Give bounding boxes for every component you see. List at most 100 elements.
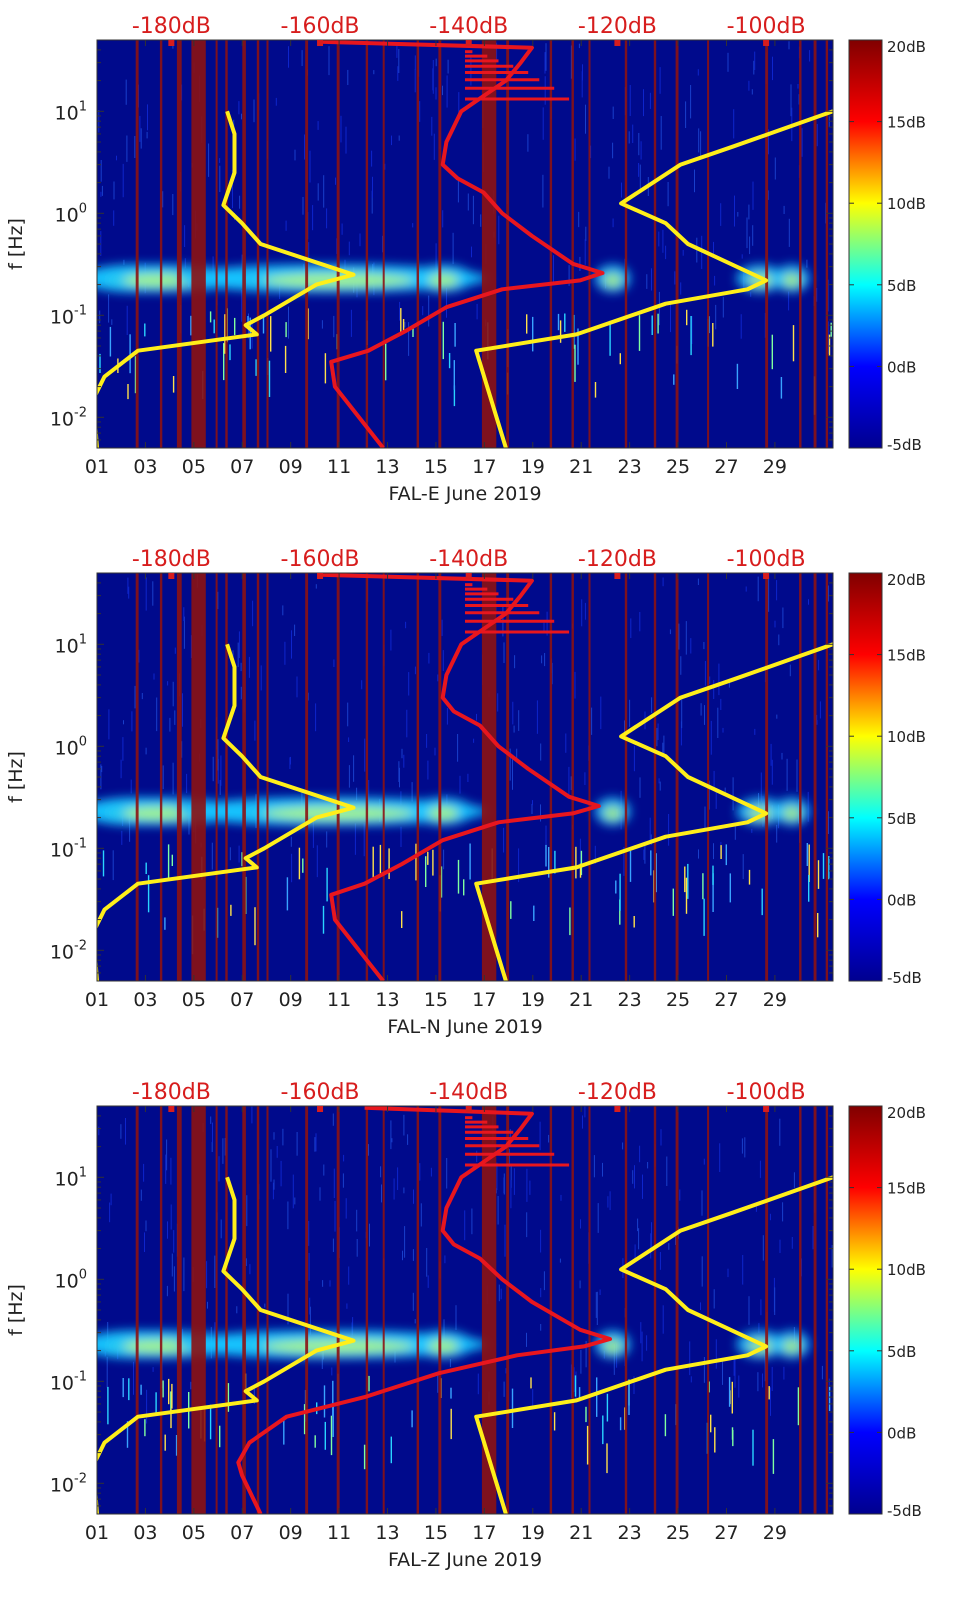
y-axis-label: f [Hz] bbox=[5, 751, 27, 803]
colorbar-tick-label: -5dB bbox=[887, 1502, 922, 1520]
noise-streak bbox=[776, 580, 778, 601]
noise-streak bbox=[120, 1124, 122, 1139]
noise-streak bbox=[771, 759, 773, 785]
noise-streak bbox=[542, 107, 544, 140]
x-tick-label: 09 bbox=[279, 456, 303, 478]
noise-streak bbox=[476, 713, 477, 721]
x-axis-label: FAL-E June 2019 bbox=[388, 483, 541, 505]
noise-streak bbox=[584, 239, 586, 265]
noise-streak bbox=[581, 599, 583, 627]
y-tick-exponent: -2 bbox=[74, 1471, 87, 1486]
gap-band bbox=[225, 573, 228, 981]
gap-band bbox=[571, 40, 574, 448]
noise-streak bbox=[359, 233, 361, 247]
noise-streak bbox=[173, 1266, 175, 1292]
noise-streak bbox=[691, 316, 693, 344]
noise-streak bbox=[348, 1266, 350, 1285]
noise-streak bbox=[662, 229, 664, 253]
noise-streak bbox=[788, 41, 790, 50]
noise-streak bbox=[348, 765, 350, 788]
noise-streak bbox=[331, 1367, 333, 1376]
noise-streak bbox=[280, 1160, 282, 1187]
noise-streak bbox=[772, 56, 773, 81]
noise-streak bbox=[639, 164, 641, 192]
top-axis-label: -180dB bbox=[132, 14, 211, 39]
noise-streak bbox=[715, 304, 717, 330]
noise-streak bbox=[749, 236, 751, 255]
noise-streak bbox=[632, 1170, 634, 1184]
noise-streak bbox=[638, 1228, 640, 1250]
x-tick-label: 25 bbox=[666, 456, 690, 478]
top-axis-label: -180dB bbox=[132, 1080, 211, 1105]
noise-streak bbox=[422, 306, 424, 316]
noise-streak bbox=[632, 124, 634, 143]
noise-streak bbox=[740, 314, 742, 339]
noise-streak bbox=[503, 1381, 505, 1397]
gap-band bbox=[242, 573, 246, 981]
noise-streak bbox=[750, 292, 752, 297]
noise-streak bbox=[317, 183, 319, 201]
microseism-blob-core bbox=[428, 806, 459, 821]
gap-band bbox=[191, 1106, 206, 1514]
gap-band bbox=[506, 573, 510, 981]
gap-band bbox=[215, 573, 218, 981]
noise-streak bbox=[239, 195, 241, 209]
noise-streak bbox=[532, 800, 533, 806]
x-tick-label: 11 bbox=[327, 989, 351, 1011]
noise-streak bbox=[252, 600, 254, 627]
gap-band bbox=[506, 40, 510, 448]
noise-streak bbox=[476, 303, 478, 320]
noise-streak bbox=[322, 1280, 324, 1287]
noise-streak bbox=[816, 124, 818, 147]
noise-streak bbox=[760, 1299, 762, 1316]
top-axis-tick bbox=[614, 573, 621, 579]
noise-streak bbox=[167, 1221, 168, 1239]
noise-streak bbox=[553, 255, 554, 282]
noise-streak bbox=[748, 204, 750, 220]
noise-streak bbox=[512, 701, 514, 725]
noise-streak bbox=[713, 1289, 715, 1309]
colorbar-tick-label: 10dB bbox=[887, 728, 926, 746]
noise-streak bbox=[302, 197, 304, 215]
colorbar: 20dB 15dB 10dB 5dB 0dB -5dB bbox=[848, 38, 926, 454]
noise-streak bbox=[220, 755, 222, 786]
noise-streak bbox=[296, 1132, 298, 1156]
gap-band bbox=[159, 573, 163, 981]
noise-streak bbox=[527, 134, 529, 152]
noise-streak bbox=[140, 128, 142, 149]
noise-streak bbox=[326, 208, 328, 229]
noise-streak bbox=[621, 182, 622, 198]
noise-streak bbox=[405, 621, 407, 629]
noise-streak bbox=[642, 1174, 643, 1199]
noise-streak bbox=[585, 104, 586, 134]
x-tick-label: 25 bbox=[666, 989, 690, 1011]
x-tick-label: 21 bbox=[569, 1522, 593, 1544]
noise-streak bbox=[665, 245, 667, 260]
noise-streak bbox=[249, 1264, 251, 1275]
noise-streak bbox=[713, 843, 714, 860]
x-tick-label: 29 bbox=[763, 456, 787, 478]
noise-streak bbox=[140, 1189, 142, 1201]
colorbar-tick-label: -5dB bbox=[887, 969, 922, 987]
noise-streak bbox=[727, 52, 729, 72]
noise-streak bbox=[650, 1233, 652, 1259]
noise-streak bbox=[788, 291, 790, 311]
noise-streak bbox=[145, 747, 147, 755]
noise-streak bbox=[292, 1174, 294, 1209]
gap-band bbox=[549, 40, 553, 448]
noise-streak bbox=[578, 43, 580, 49]
spectrum-maxima bbox=[465, 50, 570, 101]
noise-streak bbox=[812, 1226, 814, 1250]
y-tick-exponent: -2 bbox=[74, 938, 87, 953]
noise-streak bbox=[682, 249, 684, 256]
noise-streak bbox=[459, 775, 461, 794]
noise-streak bbox=[704, 705, 705, 725]
x-tick-label: 11 bbox=[327, 1522, 351, 1544]
x-axis: 01 03 05 07 09 11 13 15 17 19 21 23 25 27 29 bbox=[85, 1106, 787, 1544]
spectrogram-background bbox=[97, 1106, 833, 1514]
noise-streak bbox=[99, 310, 101, 324]
noise-streak bbox=[182, 693, 183, 727]
gap-band bbox=[825, 40, 829, 448]
colorbar-tick-label: -5dB bbox=[887, 436, 922, 454]
